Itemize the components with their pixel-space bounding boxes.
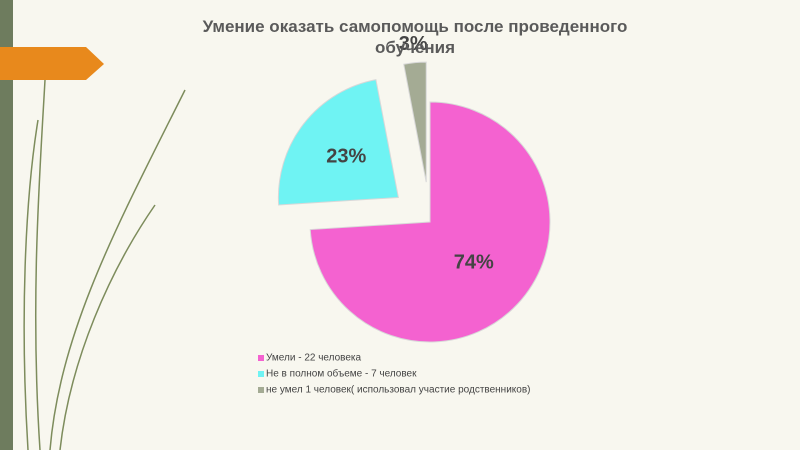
decor-lines [23, 79, 186, 450]
legend-swatch [258, 387, 264, 393]
value-label: 74% [454, 251, 494, 273]
side-stripe [0, 0, 13, 450]
pie-slice [309, 101, 551, 343]
value-label: 23% [326, 145, 366, 167]
legend-label: Не в полном объеме - 7 человек [266, 368, 417, 380]
pie-slice [277, 79, 399, 206]
value-label: 3% [399, 33, 428, 55]
legend-swatch [258, 371, 264, 377]
arrow-shape [0, 47, 104, 80]
chart-title: Умение оказать самопомощь после проведен… [202, 17, 628, 57]
legend-swatch [258, 355, 264, 361]
legend-label: не умел 1 человек( использовал участие р… [266, 385, 530, 396]
legend-label: Умели - 22 человека [266, 353, 362, 364]
pie-slice [403, 61, 427, 183]
